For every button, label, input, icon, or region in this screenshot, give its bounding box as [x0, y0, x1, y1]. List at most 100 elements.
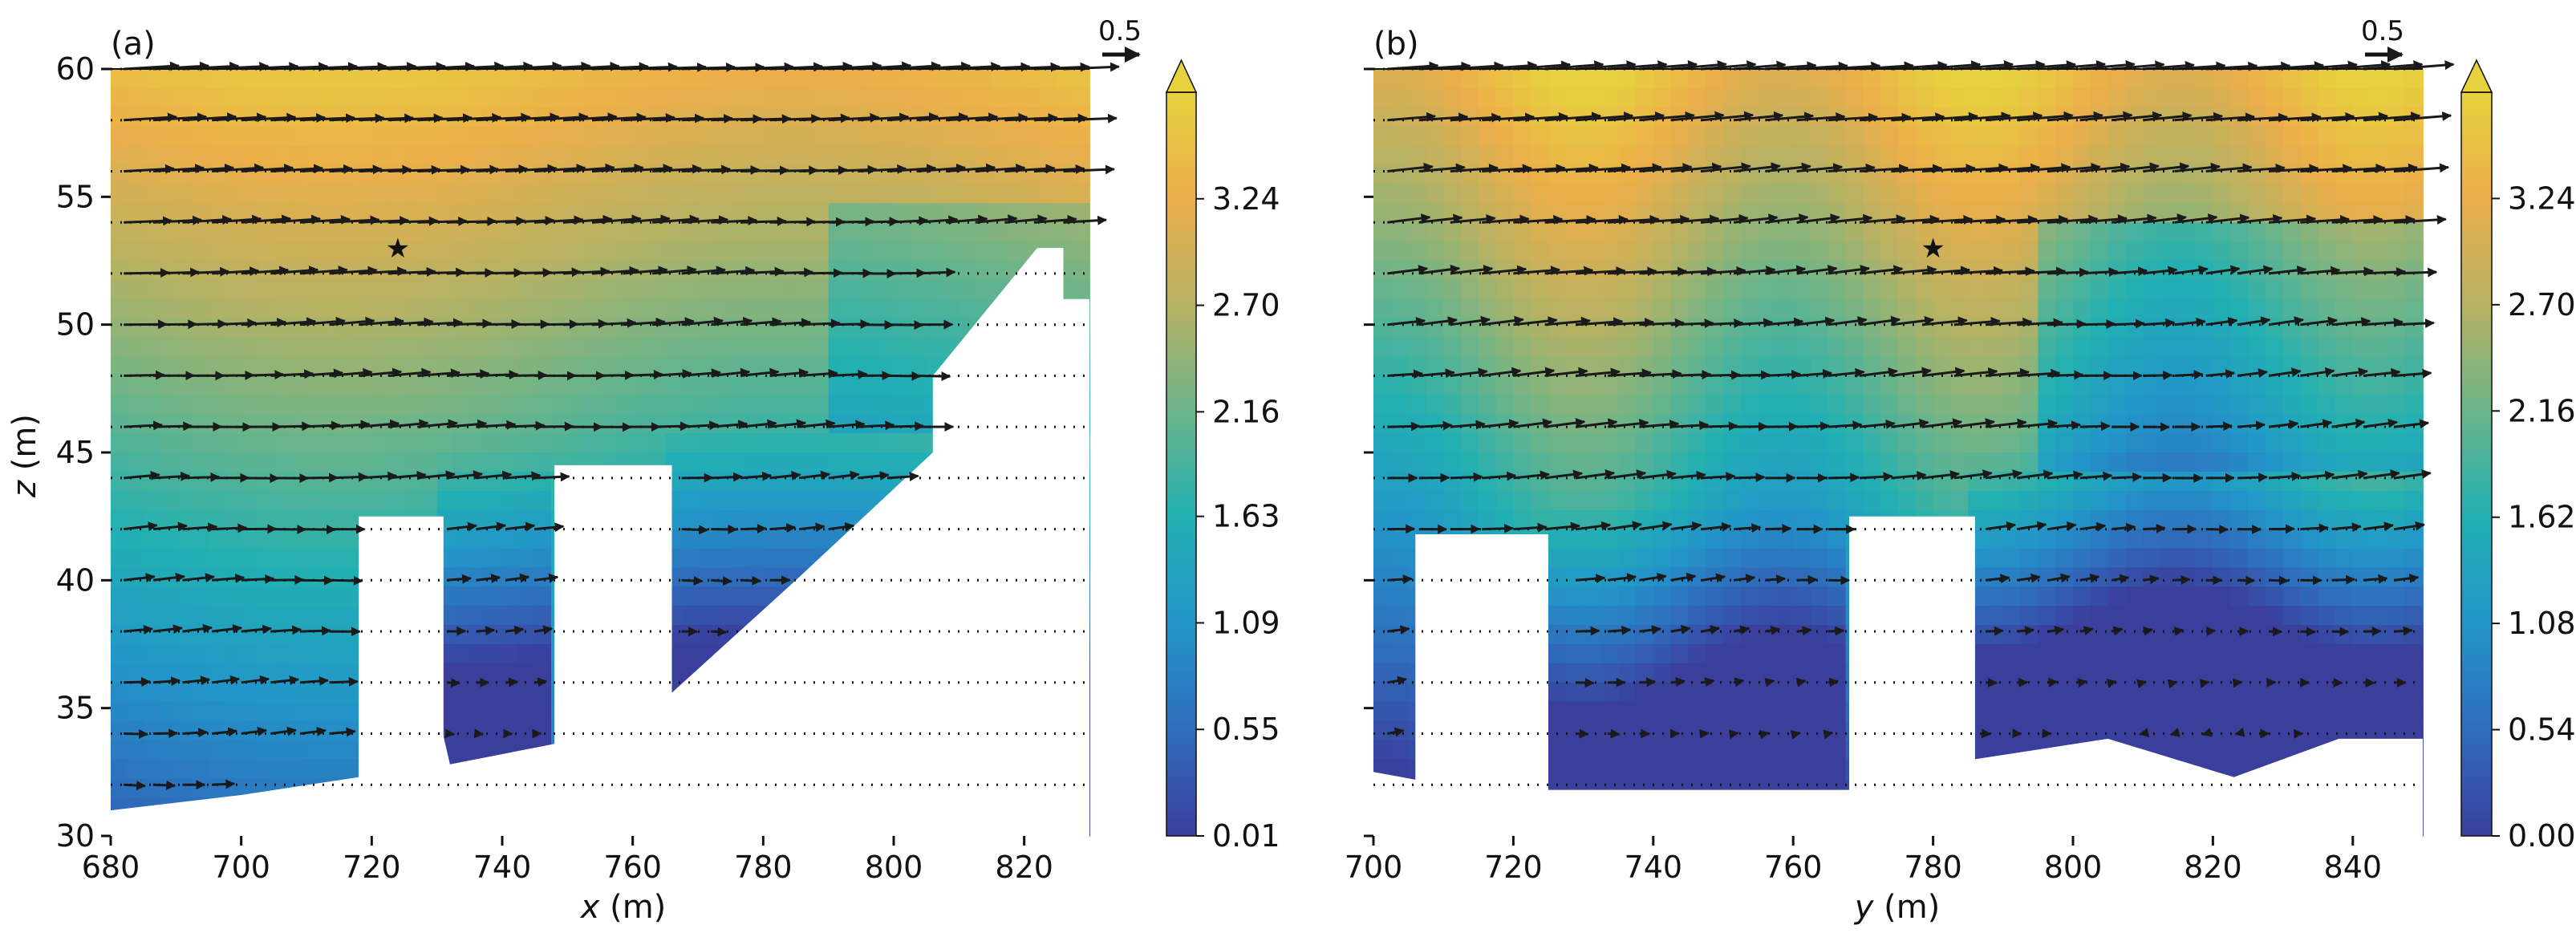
contour-cell [1740, 222, 1759, 242]
velocity-arrow [417, 318, 464, 328]
contour-cell [1653, 356, 1672, 377]
velocity-arrow [652, 113, 704, 124]
contour-cell [1408, 69, 1427, 89]
velocity-arrow [593, 112, 647, 123]
contour-cell [209, 720, 226, 741]
contour-cell [910, 87, 927, 108]
contour-cell [339, 586, 356, 607]
contour-cell [861, 222, 878, 242]
contour-cell [2160, 356, 2179, 377]
contour-cell [681, 586, 699, 607]
contour-cell [551, 375, 569, 396]
contour-cell [143, 490, 160, 511]
contour-cell [1653, 529, 1672, 550]
contour-cell [1688, 395, 1707, 416]
contour-cell [306, 548, 324, 569]
contour-cell [1793, 375, 1811, 396]
contour-cell [306, 279, 324, 300]
contour-cell [420, 279, 438, 300]
contour-cell [485, 337, 503, 358]
contour-cell [2213, 740, 2232, 761]
contour-cell [1461, 298, 1479, 319]
contour-cell [2282, 490, 2302, 511]
contour-cell [2213, 606, 2232, 626]
contour-cell [1495, 164, 1515, 185]
contour-cell [502, 395, 520, 416]
contour-cell [160, 222, 177, 242]
velocity-arrow [152, 112, 208, 123]
contour-cell [453, 606, 471, 626]
contour-cell [551, 126, 569, 147]
contour-cell [192, 509, 209, 530]
contour-cell [779, 69, 797, 89]
velocity-arrow [241, 266, 290, 276]
contour-cell [355, 203, 373, 224]
contour-cell [127, 203, 144, 224]
contour-cell [1618, 279, 1637, 300]
contour-cell [436, 298, 454, 319]
contour-cell [469, 720, 487, 741]
velocity-arrow [417, 368, 460, 379]
contour-cell [420, 337, 438, 358]
contour-cell [436, 452, 454, 473]
contour-cell [649, 337, 667, 358]
contour-cell [1811, 414, 1829, 434]
contour-cell [534, 414, 552, 434]
contour-cell [355, 471, 373, 492]
contour-cell [2002, 663, 2022, 683]
contour-cell [714, 490, 732, 511]
contour-cell [2107, 337, 2127, 358]
contour-cell [1373, 586, 1392, 607]
contour-cell [1478, 433, 1497, 453]
contour-cell [404, 126, 422, 147]
contour-cell [1548, 740, 1567, 761]
contour-cell [632, 337, 650, 358]
contour-cell [845, 318, 862, 339]
contour-cell [1653, 87, 1672, 108]
contour-cell [274, 644, 291, 664]
contour-cell [355, 375, 373, 396]
contour-cell [2177, 490, 2197, 511]
contour-cell [1950, 87, 1970, 108]
contour-cell [2055, 395, 2074, 416]
velocity-arrow [711, 367, 751, 378]
contour-cell [2177, 452, 2197, 473]
contour-cell [828, 337, 846, 358]
contour-cell [1828, 395, 1847, 416]
contour-cell [1898, 471, 1917, 492]
velocity-arrow [211, 163, 265, 173]
contour-cell [2265, 337, 2284, 358]
contour-cell [160, 778, 177, 799]
velocity-arrow [769, 368, 809, 378]
contour-cell [209, 548, 226, 569]
contour-cell [2265, 490, 2284, 511]
contour-cell [1986, 452, 2004, 473]
contour-cell [1793, 567, 1811, 588]
contour-cell [2195, 298, 2214, 319]
contour-cell [2282, 509, 2302, 530]
contour-cell [1565, 740, 1584, 761]
contour-cell [2038, 529, 2057, 550]
contour-cell [1583, 395, 1602, 416]
contour-cell [2318, 69, 2336, 89]
contour-cell [209, 471, 226, 492]
contour-cell [943, 87, 960, 108]
contour-cell [567, 375, 585, 396]
contour-cell [681, 375, 699, 396]
contour-cell [1636, 663, 1654, 683]
contour-cell [258, 241, 275, 262]
contour-cell [665, 375, 683, 396]
contour-cell [2248, 433, 2266, 453]
contour-cell [1723, 87, 1742, 108]
contour-cell [274, 663, 291, 683]
velocity-arrow [446, 470, 484, 481]
contour-cell [1670, 759, 1690, 780]
velocity-arrow [798, 419, 836, 429]
contour-cell [649, 414, 667, 434]
contour-cell [910, 318, 927, 339]
contour-cell [1653, 298, 1672, 319]
contour-cell [111, 529, 128, 550]
contour-cell [747, 337, 765, 358]
contour-cell [1513, 298, 1532, 319]
contour-cell [2020, 241, 2039, 262]
